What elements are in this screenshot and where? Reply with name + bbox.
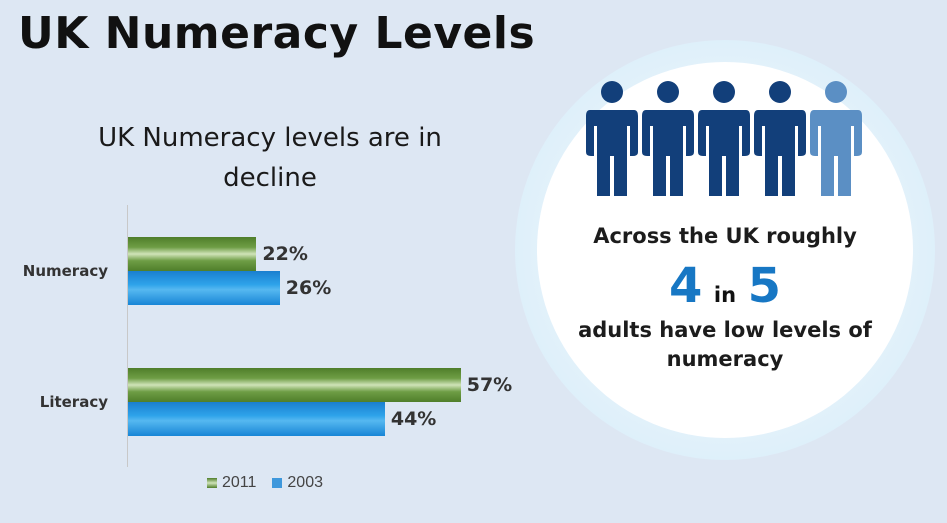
value-label-literacy-2011: 57%	[466, 374, 513, 396]
category-axis-line	[127, 205, 128, 467]
people-icons	[586, 81, 862, 196]
legend-label-2003: 2003	[287, 474, 323, 491]
legend-swatch-2003	[272, 478, 283, 488]
stat-number-4: 4	[668, 258, 703, 314]
stat-line-3: numeracy	[666, 347, 784, 371]
value-label-literacy-2003: 44%	[390, 408, 437, 430]
page-title: UK Numeracy Levels	[18, 8, 536, 59]
stat-ratio: 4 in 5	[560, 258, 890, 314]
category-label-literacy: Literacy	[39, 393, 108, 411]
chart-legend: 2011 2003	[207, 474, 323, 492]
person-icon	[642, 81, 694, 196]
person-icon	[810, 81, 862, 196]
value-label-numeracy-2003: 26%	[285, 277, 332, 299]
legend-item-2011: 2011	[207, 474, 256, 492]
legend-swatch-2011	[207, 478, 217, 488]
legend-label-2011: 2011	[222, 474, 257, 491]
person-icon	[698, 81, 750, 196]
person-icon	[754, 81, 806, 196]
chart-title: UK Numeracy levels are in decline	[98, 123, 442, 193]
stat-line-1: Across the UK roughly	[593, 224, 857, 248]
category-label-numeracy: Numeracy	[22, 262, 108, 280]
value-label-numeracy-2011: 22%	[262, 243, 308, 265]
stat-line-2: adults have low levels of	[578, 318, 872, 342]
stat-number-5: 5	[747, 258, 782, 314]
stat-in-word: in	[713, 283, 737, 307]
person-icon	[586, 81, 638, 196]
legend-item-2003: 2003	[272, 474, 323, 492]
bar-numeracy-2003	[128, 271, 280, 305]
bar-literacy-2003	[128, 402, 385, 436]
bar-numeracy-2011	[128, 237, 257, 271]
bar-literacy-2011	[128, 368, 461, 402]
